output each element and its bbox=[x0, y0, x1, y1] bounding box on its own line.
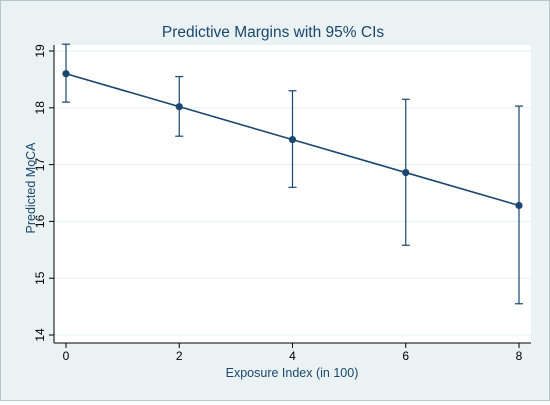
data-point-marker bbox=[515, 202, 522, 209]
y-tick-label: 14 bbox=[33, 328, 47, 342]
x-tick-label: 8 bbox=[516, 349, 523, 363]
y-tick-label: 18 bbox=[33, 101, 47, 115]
x-tick-label: 4 bbox=[289, 349, 296, 363]
y-tick-label: 17 bbox=[33, 158, 47, 172]
data-point-marker bbox=[176, 103, 183, 110]
x-axis-label: Exposure Index (in 100) bbox=[226, 366, 359, 380]
x-tick-label: 0 bbox=[63, 349, 70, 363]
data-point-marker bbox=[289, 136, 296, 143]
y-tick-label: 16 bbox=[33, 214, 47, 228]
chart-title: Predictive Margins with 95% CIs bbox=[162, 24, 384, 41]
plot-background bbox=[54, 45, 531, 343]
plot-area: 14 15 16 17 18 19 0 2 4 6 8 bbox=[33, 44, 531, 363]
data-point-marker bbox=[402, 169, 409, 176]
data-point-marker bbox=[62, 70, 69, 77]
x-tick-label: 6 bbox=[402, 349, 409, 363]
x-tick-label: 2 bbox=[176, 349, 183, 363]
y-tick-label: 19 bbox=[33, 44, 47, 58]
y-tick-label: 15 bbox=[33, 271, 47, 285]
